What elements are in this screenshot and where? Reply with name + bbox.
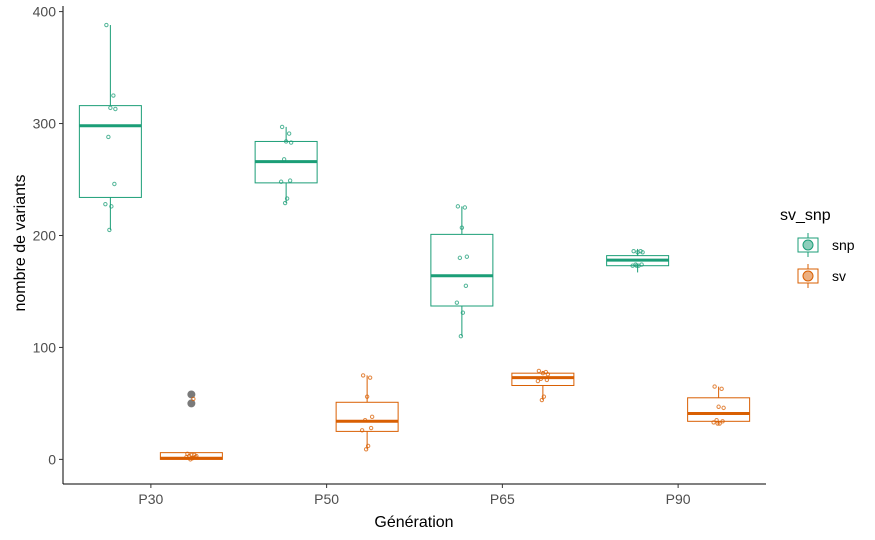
data-point — [359, 428, 365, 433]
data-point — [539, 397, 545, 403]
data-point — [368, 425, 374, 431]
data-point — [286, 131, 292, 136]
data-point — [715, 421, 720, 426]
data-point — [721, 405, 726, 411]
legend-label: sv — [832, 268, 846, 284]
data-point — [635, 250, 640, 255]
data-point — [536, 368, 542, 374]
legend-point — [802, 270, 814, 282]
box-snp-P90 — [606, 248, 670, 273]
data-point — [367, 375, 373, 380]
data-point — [463, 283, 469, 289]
outlier-point — [187, 399, 196, 408]
x-axis-title: Génération — [374, 514, 453, 531]
data-point — [103, 201, 108, 207]
data-point — [719, 386, 724, 392]
data-point — [282, 200, 288, 206]
box-body — [430, 233, 494, 307]
data-point — [360, 373, 366, 378]
data-point — [288, 140, 294, 145]
data-point — [106, 134, 111, 140]
data-point — [104, 22, 109, 28]
data-point — [535, 378, 541, 384]
data-point — [111, 93, 116, 98]
data-point — [631, 248, 636, 254]
data-point — [538, 376, 544, 381]
data-point — [540, 370, 546, 376]
data-point — [369, 414, 375, 420]
data-point — [460, 310, 466, 315]
box-sv-P30 — [159, 390, 223, 462]
box-body — [335, 401, 399, 432]
legend-label: snp — [832, 237, 855, 253]
data-point — [278, 179, 284, 184]
data-point — [458, 334, 464, 339]
data-point — [711, 420, 716, 425]
data-point — [284, 196, 290, 201]
data-point — [109, 204, 114, 209]
x-tick-label: P65 — [490, 491, 515, 507]
data-point — [634, 263, 639, 268]
data-point — [712, 384, 717, 389]
data-point — [113, 106, 118, 112]
axes: 0 100 200 300 400 P30 P50 P65 P90 — [33, 4, 766, 507]
data-point — [459, 225, 465, 230]
data-point — [364, 394, 370, 399]
box-sv-P90 — [687, 384, 751, 426]
data-point — [287, 178, 293, 183]
y-tick-label: 300 — [33, 116, 57, 132]
data-point — [365, 443, 371, 449]
y-tick-label: 100 — [33, 339, 57, 355]
data-point — [716, 404, 721, 409]
data-point — [281, 157, 287, 162]
x-tick-label: P50 — [314, 491, 339, 507]
data-point — [112, 181, 117, 187]
data-point — [720, 419, 725, 424]
data-point — [107, 227, 112, 233]
y-tick-label: 0 — [48, 451, 56, 467]
x-tick-label: P30 — [138, 491, 163, 507]
y-tick-label: 400 — [33, 4, 57, 20]
data-point — [630, 263, 635, 268]
data-point — [464, 254, 470, 259]
box-body — [78, 105, 142, 198]
data-point — [184, 454, 189, 460]
data-point — [188, 457, 193, 462]
data-point — [640, 250, 645, 255]
data-point — [283, 139, 289, 144]
data-point — [454, 300, 460, 305]
outlier-point — [187, 390, 196, 399]
data-point — [191, 396, 196, 402]
box-snp-P50 — [254, 124, 318, 206]
data-point — [279, 124, 285, 130]
box-snp-P30 — [78, 22, 142, 233]
y-tick-label: 200 — [33, 227, 57, 243]
legend-title: sv_snp — [780, 207, 831, 224]
legend-key-snp: snp — [797, 233, 855, 257]
legend: sv_snp snp sv — [780, 207, 855, 288]
data-point — [108, 105, 113, 111]
legend-point — [802, 239, 814, 251]
data-point — [455, 204, 461, 209]
data-point — [545, 372, 551, 377]
data-point — [636, 263, 641, 268]
data-point — [457, 255, 463, 261]
data-point — [541, 394, 547, 399]
box-body — [687, 397, 751, 422]
x-tick-label: P90 — [666, 491, 691, 507]
data-point — [717, 421, 722, 426]
legend-key-sv: sv — [797, 264, 846, 288]
data-point — [544, 377, 550, 383]
plot-area — [78, 22, 751, 462]
box-sv-P50 — [335, 373, 399, 452]
data-point — [362, 417, 368, 423]
box-snp-P65 — [430, 204, 494, 339]
y-axis-title: nombre de variants — [12, 175, 29, 312]
data-point — [363, 447, 369, 452]
data-point — [462, 205, 468, 210]
box-sv-P65 — [511, 368, 575, 403]
